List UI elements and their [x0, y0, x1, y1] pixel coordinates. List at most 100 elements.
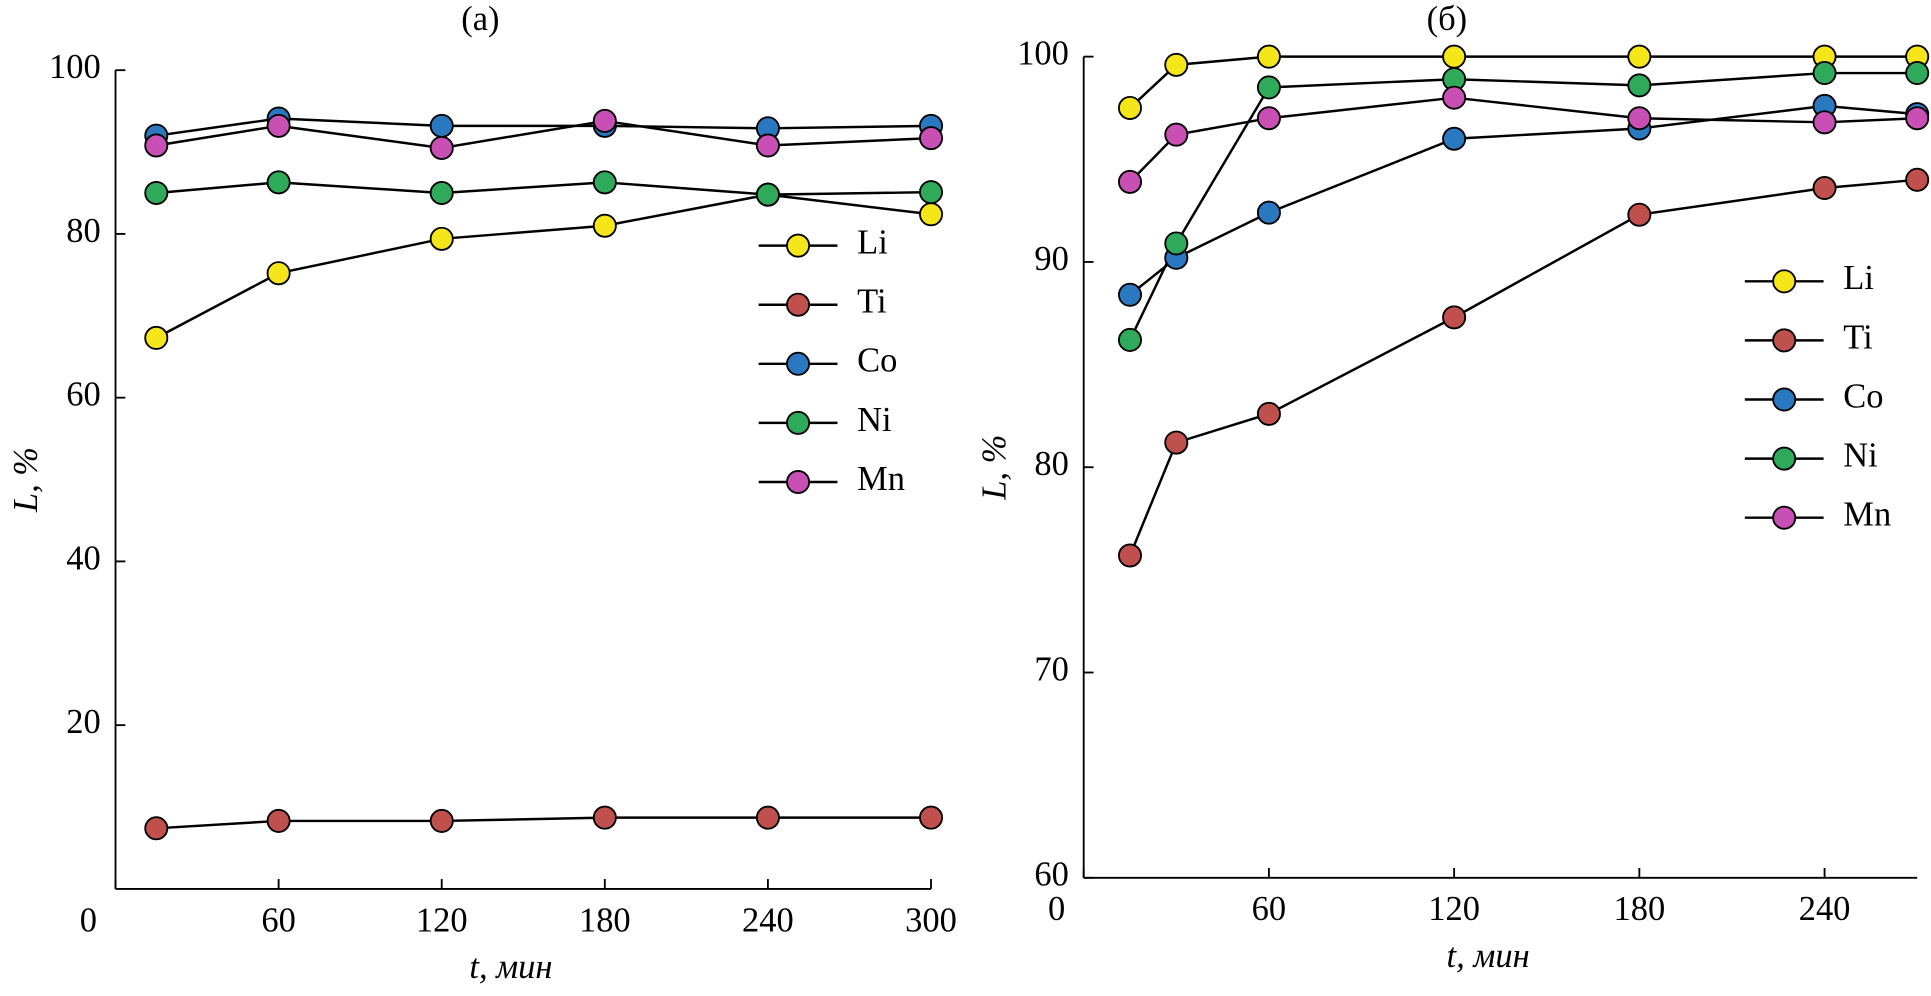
legend-label: Co — [857, 342, 897, 380]
y-tick-label: 80 — [1034, 445, 1068, 483]
legend-marker — [1772, 505, 1797, 530]
data-point — [1627, 202, 1652, 227]
data-point — [1442, 44, 1467, 69]
data-point — [429, 808, 454, 833]
legend-label: Mn — [857, 460, 905, 498]
data-point — [1905, 61, 1930, 86]
legend-marker — [786, 351, 811, 376]
data-point — [1442, 305, 1467, 330]
data-point — [429, 226, 454, 251]
data-point — [592, 170, 617, 195]
chart-title: (б) — [1427, 0, 1468, 38]
data-point — [919, 202, 944, 227]
y-tick-label: 70 — [1034, 650, 1068, 688]
series-line — [156, 117, 932, 137]
legend-marker — [1772, 387, 1797, 412]
data-point — [755, 182, 780, 207]
data-point — [919, 126, 944, 151]
data-point — [1117, 543, 1142, 568]
x-tick-label: 240 — [742, 901, 794, 939]
y-tick-label: 40 — [66, 539, 100, 577]
data-point — [1256, 401, 1281, 426]
data-point — [1117, 282, 1142, 307]
x-tick-label: 240 — [1799, 890, 1851, 928]
legend-label: Ti — [1843, 318, 1872, 356]
y-tick-label: 100 — [1017, 35, 1069, 73]
data-point — [1812, 176, 1837, 201]
data-point — [1812, 110, 1837, 135]
data-point — [144, 816, 169, 841]
x-tick-label: 180 — [1613, 890, 1665, 928]
y-tick-label: 60 — [1034, 856, 1068, 894]
x-tick-label: 60 — [1252, 890, 1286, 928]
data-point — [144, 325, 169, 350]
data-point — [144, 133, 169, 158]
legend-marker — [1772, 328, 1797, 353]
data-point — [1442, 126, 1467, 151]
y-tick-label: 90 — [1034, 240, 1068, 278]
legend-label: Mn — [1843, 496, 1891, 534]
x-axis-label: t, мин — [469, 948, 552, 986]
data-point — [1256, 106, 1281, 131]
y-axis-label: L, % — [7, 447, 45, 513]
legend-label: Li — [857, 224, 888, 262]
data-point — [919, 805, 944, 830]
y-tick-label: 80 — [66, 212, 100, 250]
x-tick-label: 120 — [1428, 890, 1480, 928]
x-tick-label: 300 — [905, 901, 957, 939]
data-point — [1812, 61, 1837, 86]
data-point — [266, 170, 291, 195]
series-line — [1129, 104, 1918, 296]
data-point — [1627, 44, 1652, 69]
data-point — [1164, 122, 1189, 147]
data-point — [429, 113, 454, 138]
data-point — [755, 805, 780, 830]
data-point — [429, 180, 454, 205]
x-tick-label: 0 — [80, 901, 97, 939]
data-point — [266, 113, 291, 138]
legend-label: Ni — [1843, 437, 1877, 475]
data-point — [1164, 231, 1189, 256]
data-point — [266, 808, 291, 833]
chart-title: (a) — [461, 0, 499, 38]
series-line — [156, 816, 932, 830]
data-point — [1905, 106, 1930, 131]
legend-label: Ti — [857, 283, 886, 321]
legend-marker — [786, 469, 811, 494]
data-point — [1256, 44, 1281, 69]
x-tick-label: 180 — [579, 901, 631, 939]
data-point — [592, 213, 617, 238]
data-point — [144, 180, 169, 205]
data-point — [1627, 106, 1652, 131]
series-line — [1128, 71, 1918, 341]
series-line — [155, 193, 932, 339]
legend-marker — [1772, 269, 1797, 294]
data-point — [592, 805, 617, 830]
y-tick-label: 20 — [66, 703, 100, 741]
legend-marker — [786, 233, 811, 258]
data-point — [1117, 169, 1142, 194]
y-tick-label: 100 — [49, 48, 101, 86]
data-point — [1442, 85, 1467, 110]
data-point — [1256, 75, 1281, 100]
data-point — [1627, 73, 1652, 98]
x-tick-label: 60 — [261, 901, 295, 939]
series-line — [156, 181, 932, 196]
data-point — [1164, 430, 1189, 455]
data-point — [266, 261, 291, 286]
legend-marker — [786, 292, 811, 317]
series-line — [1129, 96, 1918, 183]
data-point — [1164, 52, 1189, 77]
series-line — [1128, 178, 1918, 556]
x-tick-label: 0 — [1048, 890, 1065, 928]
data-point — [1905, 167, 1930, 192]
data-point — [755, 133, 780, 158]
legend-label: Li — [1843, 259, 1874, 297]
x-tick-label: 120 — [416, 901, 468, 939]
data-point — [592, 108, 617, 133]
data-point — [429, 135, 454, 160]
legend-label: Ni — [857, 401, 891, 439]
legend-marker — [786, 410, 811, 435]
